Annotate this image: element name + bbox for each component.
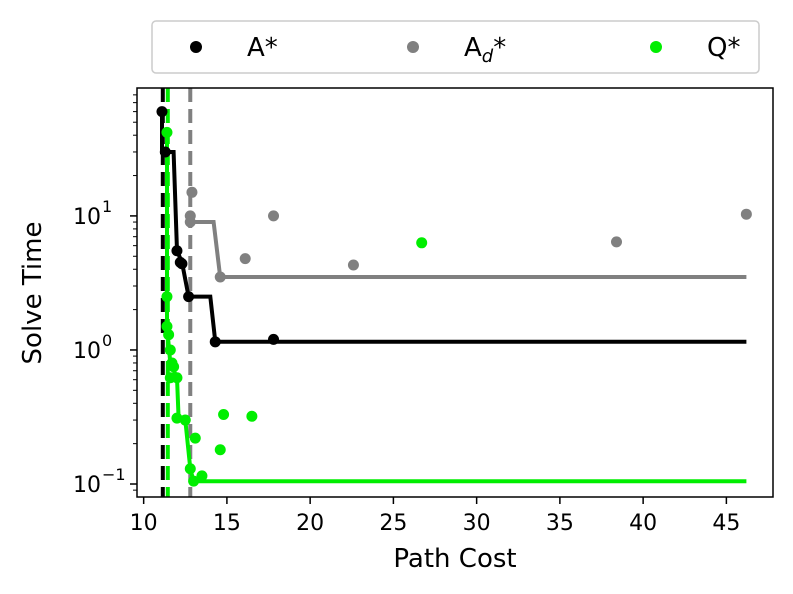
q-star-data-point [164, 344, 176, 356]
q-star-data-point [171, 412, 183, 424]
x-tick-label: 30 [463, 511, 491, 536]
q-star-data-point [179, 414, 191, 426]
a-star-data-point [176, 258, 188, 270]
y-tick-label: 10 [73, 205, 101, 230]
a-star-data-point [209, 336, 221, 348]
a-star-legend-marker [190, 41, 202, 53]
x-tick-label: 15 [213, 511, 241, 536]
q-star-frontier-line [165, 132, 747, 484]
ad-star-data-point [239, 253, 251, 265]
x-tick-label: 25 [379, 511, 407, 536]
q-star-data-point [246, 410, 258, 422]
ad-star-legend-marker [407, 41, 419, 53]
ad-star-data-point [268, 210, 280, 222]
plot-area [156, 88, 752, 497]
q-star-data-point [189, 432, 201, 444]
q-star-data-point [416, 237, 428, 249]
ad-star-data-point [347, 259, 359, 271]
y-tick-label: 10 [73, 339, 101, 364]
x-tick-label: 35 [546, 511, 574, 536]
q-star-data-point [161, 320, 173, 332]
a-star-data-point [159, 146, 171, 158]
a-star-data-point [183, 291, 195, 303]
y-tick-exponent: −1 [102, 465, 126, 484]
q-star-data-point [171, 372, 183, 384]
a-star-data-point [171, 245, 183, 257]
q-star-data-point [161, 126, 173, 138]
ad-star-data-point [610, 236, 622, 248]
a-star-data-point [268, 333, 280, 345]
ad-star-frontier-line [190, 220, 747, 279]
plot-frame [136, 87, 774, 498]
q-star-data-point [168, 361, 180, 373]
ad-star-data-point [740, 208, 752, 220]
q-star-data-point [184, 463, 196, 475]
a-star-legend-label: A* [247, 33, 278, 63]
q-star-legend-marker [650, 41, 662, 53]
q-star-data-point [214, 444, 226, 456]
legend-box [151, 20, 760, 74]
x-tick-label: 10 [130, 511, 158, 536]
ad-star-legend-label: Ad* [464, 33, 506, 67]
y-tick-exponent: 0 [102, 331, 112, 350]
q-star-data-point [218, 409, 230, 421]
x-axis-label: Path Cost [393, 544, 516, 574]
y-tick-label: 10 [73, 473, 101, 498]
legend: A* Ad* Q* [151, 20, 760, 74]
a-star-frontier-line [160, 111, 747, 344]
x-tick-label: 20 [296, 511, 324, 536]
q-star-legend-label: Q* [707, 33, 740, 63]
ad-star-data-point [184, 216, 196, 228]
q-star-data-point [196, 470, 208, 482]
q-star-data-point [161, 291, 173, 303]
x-tick-label: 40 [629, 511, 657, 536]
ad-star-data-point [186, 186, 198, 198]
x-tick-label: 45 [712, 511, 740, 536]
q-star-data-point [188, 475, 200, 487]
y-tick-exponent: 1 [102, 197, 112, 216]
q-star-data-point [163, 329, 175, 341]
a-star-data-point [156, 106, 168, 118]
y-axis-label: Solve Time [18, 222, 48, 365]
ad-star-data-point [214, 271, 226, 283]
